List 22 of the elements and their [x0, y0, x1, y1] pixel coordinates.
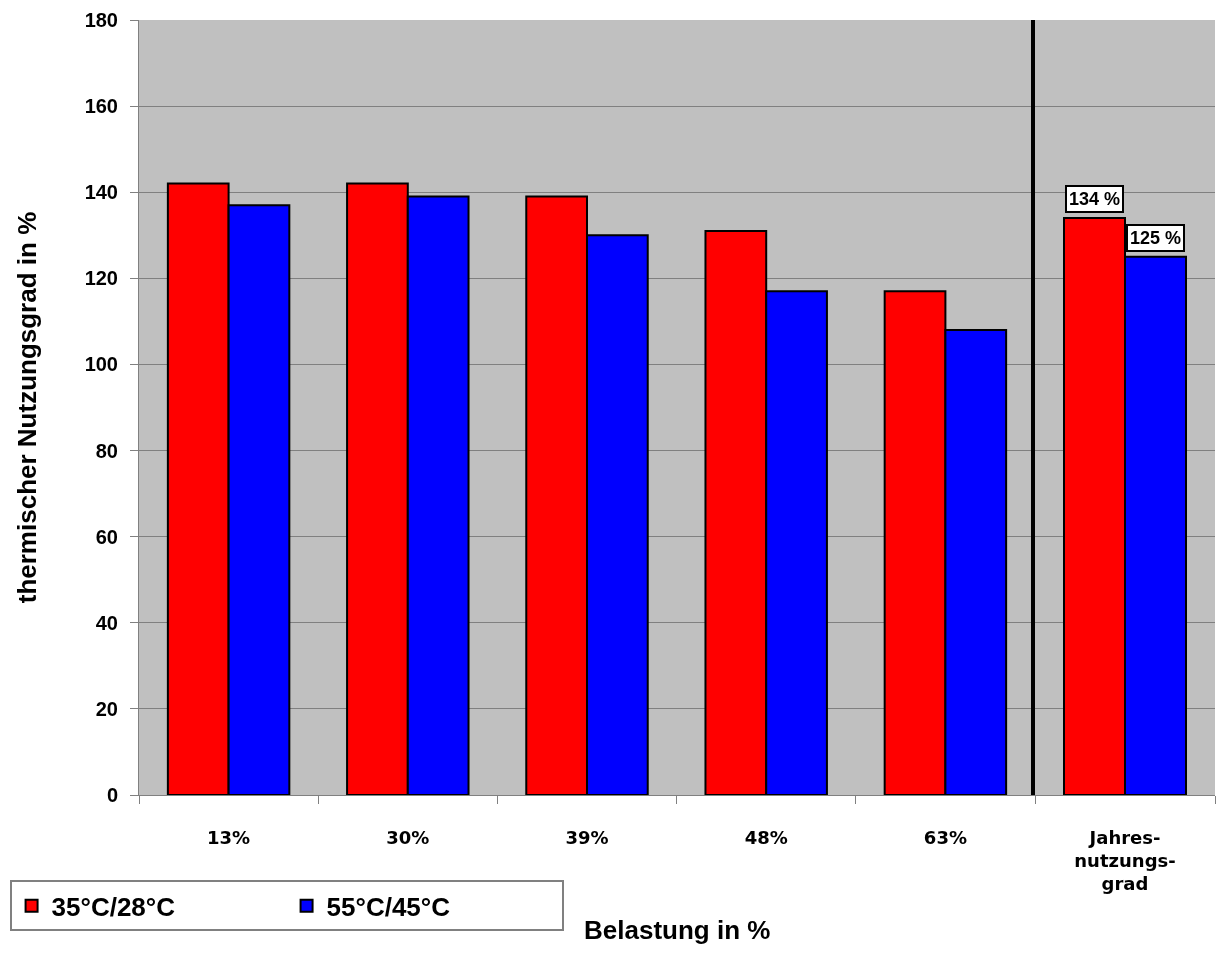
y-tick-label: 20: [95, 697, 118, 720]
x-axis-title: Belastung in %: [584, 915, 771, 945]
legend-label: 55°C/45°C: [326, 891, 451, 922]
y-tick-label: 0: [106, 784, 118, 806]
y-tick-label: 160: [84, 95, 118, 118]
x-tick-label: 63%: [923, 826, 967, 848]
y-tick-label: 140: [84, 181, 118, 204]
x-tick-label: 30%: [386, 826, 430, 848]
y-tick-label: 120: [84, 267, 118, 290]
x-tick-label: 48%: [744, 826, 788, 848]
y-tick-label: 40: [95, 611, 118, 634]
y-tick-label: 100: [84, 353, 118, 376]
x-tick-label: Jahres-nutzungs-grad: [1074, 826, 1176, 895]
x-tick-label: 13%: [207, 826, 251, 848]
x-tick-label: 39%: [565, 826, 609, 848]
y-tick-label: 180: [84, 9, 118, 31]
y-tick-label: 80: [95, 439, 118, 462]
y-tick-label: 60: [95, 525, 118, 548]
data-label: 134 %: [1069, 189, 1121, 209]
legend-label: 35°C/28°C: [51, 891, 176, 922]
data-label: 125 %: [1130, 228, 1182, 248]
y-axis-title: thermischer Nutzungsgrad in %: [12, 211, 43, 604]
